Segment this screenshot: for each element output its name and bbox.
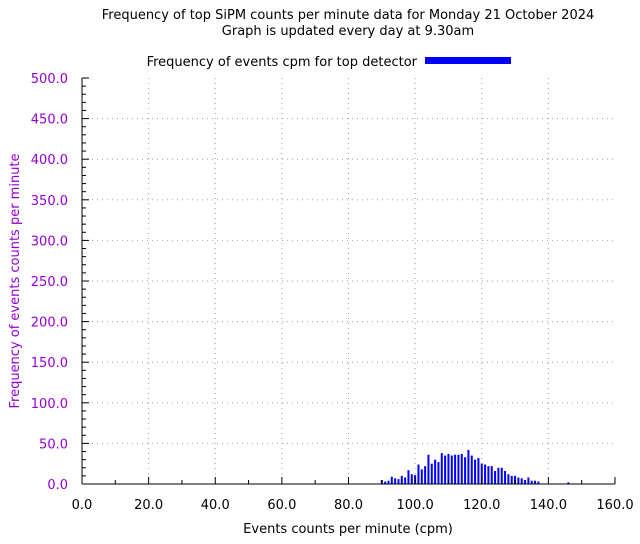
x-tick-label: 40.0 bbox=[201, 498, 230, 513]
bar bbox=[470, 455, 473, 484]
y-tick-label: 0.0 bbox=[47, 478, 68, 493]
bar bbox=[384, 481, 387, 484]
bar bbox=[480, 463, 483, 484]
x-axis-label: Events counts per minute (cpm) bbox=[243, 522, 453, 537]
bar bbox=[390, 476, 393, 484]
x-tick-label: 80.0 bbox=[334, 498, 363, 513]
bar bbox=[530, 480, 533, 484]
bar bbox=[430, 463, 433, 484]
y-tick-label: 100.0 bbox=[31, 397, 68, 412]
bar bbox=[464, 457, 467, 484]
bar bbox=[400, 475, 403, 484]
bar bbox=[520, 478, 523, 484]
y-tick-label: 150.0 bbox=[31, 356, 68, 371]
bar bbox=[440, 453, 443, 484]
bar bbox=[487, 466, 490, 484]
bar bbox=[424, 466, 427, 484]
bar bbox=[420, 469, 423, 484]
bar bbox=[407, 470, 410, 484]
x-tick-label: 160.0 bbox=[596, 498, 633, 513]
y-axis-label: Frequency of events counts per minute bbox=[8, 153, 23, 408]
bar bbox=[527, 477, 530, 484]
x-tick-label: 120.0 bbox=[463, 498, 500, 513]
bar-series bbox=[380, 449, 570, 484]
bar bbox=[454, 454, 457, 484]
bar bbox=[460, 453, 463, 484]
bar bbox=[474, 459, 477, 484]
y-tick-label: 300.0 bbox=[31, 234, 68, 249]
chart-subtitle: Graph is updated every day at 9.30am bbox=[222, 24, 474, 39]
bar bbox=[437, 462, 440, 484]
bar bbox=[504, 471, 507, 484]
bar bbox=[447, 453, 450, 484]
x-tick-label: 0.0 bbox=[72, 498, 93, 513]
bar bbox=[497, 467, 500, 484]
bar bbox=[534, 480, 537, 484]
x-tick-label: 100.0 bbox=[397, 498, 434, 513]
x-tick-labels: 0.0 20.0 40.0 60.0 80.0 100.0 120.0 140.0 160.0 bbox=[72, 498, 634, 513]
bar bbox=[484, 464, 487, 484]
bar bbox=[500, 467, 503, 484]
y-tick-label: 250.0 bbox=[31, 275, 68, 290]
x-tick-label: 60.0 bbox=[267, 498, 296, 513]
bar bbox=[517, 477, 520, 484]
legend-label: Frequency of events cpm for top detector bbox=[147, 55, 418, 70]
y-tick-label: 200.0 bbox=[31, 316, 68, 331]
bar bbox=[490, 466, 493, 484]
y-tick-labels: 0.0 50.0 100.0 150.0 200.0 250.0 300.0 350.0 400… bbox=[31, 72, 68, 493]
y-tick-label: 400.0 bbox=[31, 153, 68, 168]
bar bbox=[410, 474, 413, 484]
y-tick-label: 350.0 bbox=[31, 194, 68, 209]
axes bbox=[81, 77, 616, 485]
chart-title: Frequency of top SiPM counts per minute … bbox=[102, 8, 595, 23]
y-tick-label: 450.0 bbox=[31, 113, 68, 128]
bar bbox=[450, 455, 453, 484]
bar bbox=[434, 459, 437, 484]
bar bbox=[427, 454, 430, 484]
x-tick-label: 140.0 bbox=[530, 498, 567, 513]
bar bbox=[444, 455, 447, 484]
bar bbox=[524, 479, 527, 484]
bar bbox=[397, 479, 400, 484]
y-tick-label: 50.0 bbox=[39, 437, 68, 452]
bar bbox=[514, 475, 517, 484]
y-tick-label: 500.0 bbox=[31, 72, 68, 87]
bar bbox=[417, 464, 420, 484]
legend-swatch bbox=[425, 57, 511, 64]
bar bbox=[510, 475, 513, 484]
bar bbox=[394, 478, 397, 484]
x-tick-label: 20.0 bbox=[134, 498, 163, 513]
bar bbox=[494, 471, 497, 484]
grid-lines bbox=[82, 78, 615, 484]
bar bbox=[404, 477, 407, 484]
bar bbox=[507, 474, 510, 484]
bar bbox=[387, 480, 390, 484]
bar bbox=[467, 449, 470, 484]
legend: Frequency of events cpm for top detector bbox=[147, 55, 511, 70]
bar bbox=[567, 482, 570, 484]
bar bbox=[457, 454, 460, 484]
bar bbox=[477, 458, 480, 484]
bar bbox=[537, 481, 540, 484]
